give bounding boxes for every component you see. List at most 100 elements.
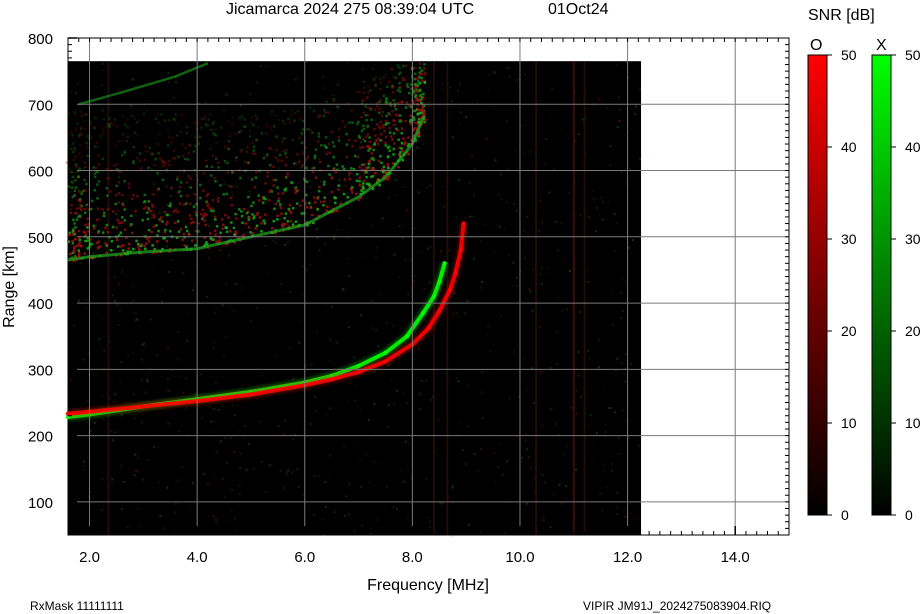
noise-speck — [587, 350, 590, 352]
noise-speck — [548, 191, 551, 194]
spread-f-point — [396, 114, 400, 118]
noise-speck — [621, 278, 624, 281]
spread-f-point — [420, 76, 423, 80]
spread-f-point — [234, 212, 237, 216]
spread-f-point — [386, 85, 389, 88]
spread-f-point — [75, 218, 79, 221]
noise-speck — [226, 461, 228, 464]
spread-f-point — [374, 140, 378, 144]
noise-speck — [451, 486, 454, 489]
noise-speck — [348, 174, 350, 177]
noise-speck — [413, 227, 416, 230]
spread-f-point — [398, 81, 401, 85]
noise-speck — [498, 193, 500, 196]
spread-f-point — [160, 159, 164, 162]
series-o-point — [447, 287, 453, 292]
spread-f-point — [358, 179, 361, 183]
spread-f-point — [254, 176, 258, 179]
spread-f-point — [418, 66, 422, 69]
noise-speck — [543, 481, 546, 484]
spread-f-point — [397, 165, 400, 169]
spread-f-point — [116, 238, 119, 241]
spread-f-point — [308, 106, 312, 109]
noise-speck — [141, 478, 144, 481]
noise-speck — [108, 340, 111, 343]
noise-speck — [529, 150, 532, 153]
noise-speck — [375, 255, 377, 258]
noise-speck — [553, 493, 556, 496]
noise-speck — [330, 306, 333, 309]
noise-speck — [508, 75, 511, 78]
noise-speck — [136, 318, 139, 321]
spread-f-point — [361, 185, 365, 188]
spread-f-point — [176, 178, 179, 181]
spread-f-point — [255, 138, 258, 142]
spread-f-point — [78, 238, 81, 242]
spread-f-point — [129, 224, 132, 227]
spread-f-point — [84, 233, 88, 237]
noise-speck — [400, 469, 403, 472]
noise-speck — [429, 520, 431, 523]
spread-f-point — [316, 140, 320, 143]
noise-speck — [486, 334, 489, 337]
noise-speck — [248, 190, 251, 193]
spread-f-point — [353, 154, 357, 158]
spread-f-point — [96, 246, 100, 249]
noise-speck — [625, 282, 628, 285]
noise-speck — [485, 137, 488, 140]
spread-f-point — [192, 220, 195, 224]
noise-speck — [277, 167, 280, 170]
noise-speck — [521, 201, 524, 204]
spread-f-point — [232, 226, 236, 230]
noise-speck — [93, 421, 96, 424]
spread-f-point — [93, 189, 97, 192]
spread-f-point — [360, 129, 364, 133]
spread-f-point — [132, 193, 135, 197]
spread-f-point — [175, 236, 179, 239]
spread-f-point — [137, 120, 140, 123]
spread-f-point — [402, 64, 405, 68]
noise-speck — [439, 502, 442, 505]
noise-speck — [552, 168, 555, 171]
noise-speck — [401, 186, 404, 189]
spread-f-point — [230, 185, 233, 188]
noise-speck — [114, 393, 117, 396]
spread-f-point — [103, 211, 106, 215]
noise-speck — [248, 443, 250, 445]
spread-f-point — [251, 142, 254, 145]
spread-f-point — [419, 109, 422, 112]
spread-f-point — [111, 210, 115, 213]
spread-f-point — [401, 76, 404, 80]
noise-speck — [215, 519, 218, 521]
noise-speck — [347, 326, 350, 329]
noise-speck — [116, 237, 118, 240]
noise-speck — [293, 111, 296, 114]
spread-f-point — [407, 136, 410, 139]
noise-speck — [280, 283, 283, 286]
noise-speck — [359, 408, 362, 411]
spread-f-point — [162, 160, 165, 164]
spread-f-point — [405, 64, 408, 67]
spread-f-point — [274, 156, 278, 159]
noise-speck — [560, 502, 563, 505]
noise-speck — [398, 225, 401, 227]
noise-speck — [354, 384, 357, 387]
spread-f-point — [312, 221, 315, 225]
noise-speck — [232, 184, 235, 187]
spread-f-point — [283, 188, 286, 191]
series-x-point — [420, 310, 426, 316]
spread-f-point — [412, 116, 416, 119]
spread-f-point — [407, 152, 410, 156]
spread-f-point — [305, 166, 308, 170]
noise-speck — [588, 216, 591, 219]
noise-speck — [593, 103, 596, 106]
noise-speck — [207, 257, 210, 260]
spread-f-point — [179, 228, 183, 231]
spread-f-point — [285, 149, 288, 152]
spread-f-point — [78, 241, 81, 245]
noise-speck — [487, 89, 490, 92]
series-x-point — [442, 261, 447, 266]
spread-f-point — [268, 190, 271, 193]
spread-f-point — [170, 186, 173, 190]
spread-f-point — [361, 145, 365, 149]
